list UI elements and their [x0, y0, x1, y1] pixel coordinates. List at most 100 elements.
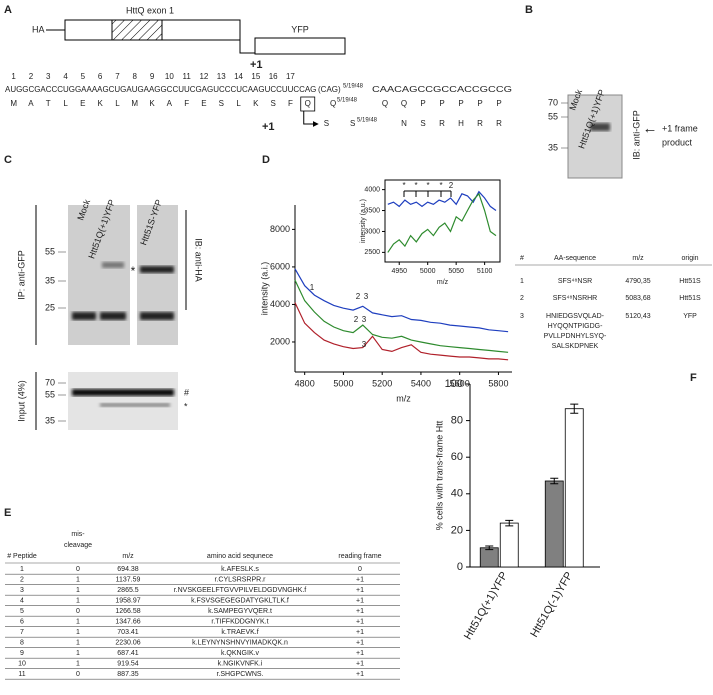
ha-label: HA: [32, 24, 45, 34]
frame-arrow: [303, 111, 319, 127]
amino-acid: K: [97, 99, 103, 108]
table-cell: k.AFESLK.s: [221, 566, 259, 573]
table-header: AA-sequence: [554, 255, 596, 262]
table-cell: 5120,43: [625, 313, 650, 320]
codon-number: 16: [269, 72, 278, 81]
table-cell: 4790,35: [625, 278, 650, 285]
bar: [499, 522, 519, 568]
x-tick-label: Htt51Q(-1)YFP: [528, 570, 575, 640]
table-cell: 2: [20, 576, 24, 583]
annotation: 3: [362, 340, 367, 349]
table-header: reading frame: [338, 553, 381, 560]
table-cell: 1: [76, 618, 80, 625]
polyq-region: [111, 19, 163, 41]
amino-acid: T: [46, 99, 51, 108]
codon-number: 8: [133, 72, 138, 81]
table-cell: 1: [520, 278, 524, 285]
table-cell: k.QKNGIK.v: [221, 650, 260, 657]
amino-acid: S: [420, 119, 425, 128]
amino-acid: M: [131, 99, 138, 108]
table-header: amino acid sequnece: [207, 553, 273, 560]
y-tick-label: 4000: [270, 299, 290, 309]
codon-number: 1: [11, 72, 16, 81]
table-cell: 1: [76, 650, 80, 657]
error-bar: [505, 519, 514, 527]
table-cell: 1: [76, 660, 80, 667]
table-cell: k.LEYNYNSHNVYIMADKQK.n: [192, 639, 288, 646]
ip-label: IP: anti-GFP: [16, 250, 26, 300]
amino-acid: R: [477, 119, 483, 128]
table-header: m/z: [632, 255, 644, 262]
x-tick-label: 4800: [295, 378, 315, 388]
bar: [564, 408, 584, 568]
x-tick-label: 5600: [450, 378, 470, 388]
annotation: 3: [364, 292, 369, 301]
annotation: 2: [356, 292, 361, 301]
table-cell: +1: [356, 576, 364, 583]
x-tick-label: 5400: [411, 378, 431, 388]
annotation: *: [402, 181, 405, 190]
codon-number: 6: [98, 72, 103, 81]
amino-acid: A: [28, 99, 34, 108]
amino-acid: F: [288, 99, 293, 108]
annotation: *: [414, 181, 417, 190]
amino-acid: M: [10, 99, 17, 108]
hash: #: [184, 387, 189, 397]
table-cell: 10: [18, 660, 26, 667]
table-cell: SFS⁴⁸NSRHR: [553, 295, 597, 302]
table-cell: 2: [520, 295, 524, 302]
nucleotide-repeat: (CAG): [318, 85, 341, 94]
y-tick-label: 8000: [270, 224, 290, 234]
table-header: #: [520, 255, 524, 262]
table-cell: 7: [20, 629, 24, 636]
annotation: 3: [362, 315, 367, 324]
marker-label: 35: [45, 415, 55, 425]
table-cell: +1: [356, 587, 364, 594]
y-tick-label: 4000: [364, 186, 380, 193]
y-tick-label: 40: [451, 488, 463, 500]
gel: [68, 372, 178, 430]
table-cell: 1137.59: [116, 576, 141, 583]
amino-acid: Q: [401, 99, 407, 108]
y-axis-label: % cells with trans-frame Htt: [434, 420, 444, 530]
y-tick-label: 2500: [364, 249, 380, 256]
table-cell: +1: [356, 650, 364, 657]
amino-acid: Q: [305, 99, 311, 108]
error-bar: [570, 403, 579, 414]
y-tick-label: 6000: [270, 261, 290, 271]
table-cell: 1266.58: [115, 608, 140, 615]
spectrum-line: [294, 302, 509, 361]
table-cell: HNIEDGSVQLAD-: [546, 313, 605, 320]
blot-label: IB: anti-GFP: [631, 110, 641, 160]
panel-label: E: [4, 507, 11, 519]
codon-box: [300, 96, 316, 112]
table-cell: 1: [76, 639, 80, 646]
table-cell: YFP: [683, 313, 697, 320]
table-cell: +1: [356, 597, 364, 604]
table-cell: k.FSVSGEGEGDATYGKLTLK.f: [191, 597, 289, 604]
x-tick-label: Htt51Q(+1)YFP: [462, 570, 510, 642]
codon-number: 5: [81, 72, 86, 81]
star: *: [184, 401, 188, 411]
band: [100, 312, 126, 320]
band: [140, 312, 174, 320]
panel-label: B: [525, 4, 533, 16]
marker-label: 55: [548, 111, 558, 121]
annotation: *: [426, 181, 429, 190]
band: [72, 312, 96, 320]
x-tick-label: 5000: [333, 378, 353, 388]
bar: [544, 480, 564, 568]
amino-acid: P: [458, 99, 463, 108]
amino-acid: L: [236, 99, 241, 108]
panel-label: F: [690, 372, 697, 384]
table-header: mis-: [71, 531, 85, 538]
error-bar: [550, 477, 559, 485]
table-cell: 1: [76, 629, 80, 636]
amino-acid: A: [167, 99, 173, 108]
table-cell: 1: [76, 597, 80, 604]
gel: [68, 205, 130, 345]
table-cell: 887.35: [117, 671, 139, 678]
table-cell: 0: [76, 608, 80, 615]
amino-acid: H: [458, 119, 464, 128]
